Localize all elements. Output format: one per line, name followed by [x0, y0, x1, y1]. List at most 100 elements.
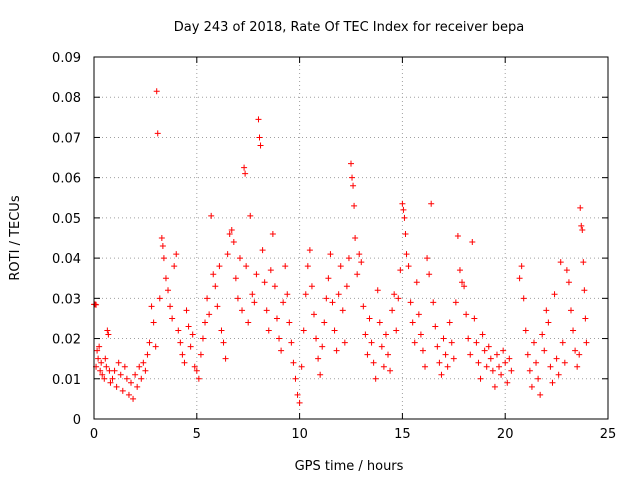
data-point [308, 283, 315, 290]
data-point [335, 291, 342, 298]
data-point [224, 251, 231, 258]
data-point [339, 307, 346, 314]
data-point [138, 375, 145, 382]
data-point [216, 263, 223, 270]
data-point [148, 303, 155, 310]
data-point [313, 335, 320, 342]
data-point [354, 271, 361, 278]
axis-ticks [93, 56, 609, 420]
data-point [555, 371, 562, 378]
data-point [362, 331, 369, 338]
data-point [364, 351, 371, 358]
data-point [337, 263, 344, 270]
data-point [407, 299, 414, 306]
data-point [177, 339, 184, 346]
data-point [173, 251, 180, 258]
data-point [432, 323, 439, 330]
data-point [473, 339, 480, 346]
data-point [483, 363, 490, 370]
data-point [304, 263, 311, 270]
tick-labels: 0 5 10 15 20 25 0 0.01 0.02 0.03 0.04 0.05 0.06 0.07 0… [52, 51, 616, 442]
data-point [442, 351, 449, 358]
data-point [341, 339, 348, 346]
data-point [165, 287, 172, 294]
x-tick-label: 20 [497, 427, 514, 442]
data-point [567, 307, 574, 314]
data-point [298, 363, 305, 370]
data-point [193, 367, 200, 374]
data-point [475, 359, 482, 366]
x-tick-label: 15 [394, 427, 411, 442]
data-point [159, 243, 166, 250]
data-point [403, 251, 410, 258]
data-point [422, 363, 429, 370]
data-point [471, 315, 478, 322]
data-point [502, 359, 509, 366]
data-point [259, 247, 266, 254]
data-point [557, 259, 564, 266]
data-point [115, 359, 122, 366]
data-point [169, 315, 176, 322]
data-point [508, 367, 515, 374]
data-point [535, 375, 542, 382]
data-point [452, 299, 459, 306]
data-point [537, 391, 544, 398]
data-point [378, 343, 385, 350]
data-point [96, 343, 103, 350]
data-point [563, 267, 570, 274]
data-point [553, 355, 560, 362]
data-point [107, 379, 114, 386]
data-point [333, 347, 340, 354]
data-point [212, 283, 219, 290]
data-point [545, 319, 552, 326]
data-point [576, 351, 583, 358]
data-point [111, 367, 118, 374]
data-point [242, 170, 249, 177]
data-point [400, 206, 407, 213]
data-point [109, 375, 116, 382]
data-point [191, 363, 198, 370]
data-point [366, 315, 373, 322]
data-point [401, 214, 408, 221]
y-tick-label: 0 [73, 413, 81, 428]
data-point [397, 267, 404, 274]
data-point [245, 319, 252, 326]
data-point [577, 204, 584, 211]
data-point [387, 367, 394, 374]
data-point [273, 315, 280, 322]
data-point [261, 279, 268, 286]
data-point [415, 311, 422, 318]
data-point [243, 263, 250, 270]
data-point [234, 295, 241, 302]
data-point [356, 251, 363, 258]
data-point [105, 331, 112, 338]
data-point [360, 303, 367, 310]
data-points [91, 88, 590, 406]
data-point [195, 375, 202, 382]
data-point [580, 259, 587, 266]
data-point [395, 295, 402, 302]
data-point [253, 271, 260, 278]
data-point [220, 339, 227, 346]
data-point [187, 343, 194, 350]
data-point [399, 200, 406, 207]
data-point [516, 275, 523, 282]
y-tick-label: 0.08 [52, 91, 81, 106]
data-point [123, 375, 130, 382]
data-point [214, 303, 221, 310]
data-point [459, 279, 466, 286]
data-point [506, 355, 513, 362]
data-point [498, 371, 505, 378]
x-axis-label: GPS time / hours [295, 459, 404, 474]
data-point [276, 335, 283, 342]
data-point [539, 331, 546, 338]
data-point [417, 331, 424, 338]
data-point [101, 375, 108, 382]
data-point [438, 371, 445, 378]
data-point [125, 391, 132, 398]
y-tick-label: 0.06 [52, 172, 81, 187]
data-point [181, 359, 188, 366]
data-point [327, 251, 334, 258]
data-point [450, 355, 457, 362]
